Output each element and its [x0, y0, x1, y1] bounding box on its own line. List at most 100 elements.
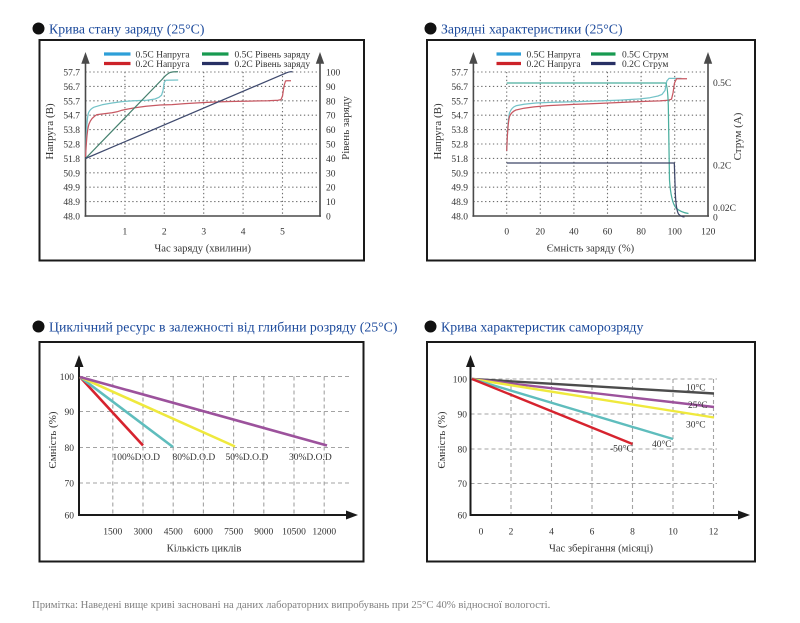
svg-text:Ємність (%): Ємність (%)	[47, 411, 59, 468]
svg-text:80%D.O.D: 80%D.O.D	[173, 453, 216, 463]
svg-text:54.7: 54.7	[63, 112, 80, 122]
svg-text:3000: 3000	[134, 528, 153, 538]
svg-text:53.8: 53.8	[451, 126, 468, 136]
svg-text:6000: 6000	[194, 528, 213, 538]
svg-text:30: 30	[326, 169, 336, 179]
svg-text:40°C: 40°C	[652, 439, 672, 450]
svg-text:8: 8	[630, 528, 635, 538]
svg-text:1: 1	[123, 228, 128, 238]
svg-text:Напруга (В): Напруга (В)	[44, 103, 56, 160]
svg-text:100%D.O.D: 100%D.O.D	[113, 453, 161, 463]
svg-text:30%D.O.D: 30%D.O.D	[289, 453, 332, 463]
svg-text:56.7: 56.7	[451, 83, 468, 93]
svg-text:Час зберігання (місяці): Час зберігання (місяці)	[549, 544, 654, 555]
svg-text:120: 120	[701, 228, 716, 238]
svg-text:49.9: 49.9	[63, 184, 80, 194]
svg-text:48.9: 48.9	[63, 198, 80, 208]
svg-text:54.7: 54.7	[451, 112, 468, 122]
svg-text:10: 10	[326, 198, 336, 208]
svg-text:9000: 9000	[254, 528, 273, 538]
svg-text:3: 3	[201, 228, 206, 238]
svg-text:70: 70	[458, 480, 468, 490]
svg-text:0.5C Напруга: 0.5C Напруга	[527, 51, 582, 61]
svg-text:100: 100	[326, 69, 341, 79]
svg-text:60: 60	[603, 228, 613, 238]
svg-text:40: 40	[569, 228, 579, 238]
svg-text:Крива стану заряду (25°C): Крива стану заряду (25°C)	[49, 22, 204, 38]
svg-text:10: 10	[668, 528, 678, 538]
svg-text:50.9: 50.9	[63, 169, 80, 179]
svg-text:51.8: 51.8	[63, 155, 80, 165]
svg-text:7500: 7500	[224, 528, 243, 538]
svg-text:60: 60	[458, 512, 468, 522]
svg-text:1500: 1500	[103, 528, 122, 538]
svg-text:52.8: 52.8	[63, 141, 80, 151]
svg-text:12000: 12000	[312, 528, 336, 538]
svg-text:90: 90	[458, 411, 468, 421]
svg-text:0.2C Рівень заряду: 0.2C Рівень заряду	[235, 60, 311, 70]
svg-text:55.7: 55.7	[63, 97, 80, 107]
svg-text:70: 70	[65, 480, 75, 490]
svg-text:5: 5	[280, 228, 285, 238]
svg-text:Зарядні характеристики (25°C): Зарядні характеристики (25°C)	[441, 22, 623, 38]
svg-text:Струм (А): Струм (А)	[732, 112, 744, 160]
svg-text:50.9: 50.9	[451, 169, 468, 179]
svg-text:56.7: 56.7	[63, 83, 80, 93]
svg-text:0.5C Струм: 0.5C Струм	[622, 51, 668, 61]
svg-text:Ємність (%): Ємність (%)	[436, 411, 448, 468]
svg-text:10°C: 10°C	[686, 383, 706, 394]
svg-text:70: 70	[326, 112, 336, 122]
svg-text:0.5C Рівень заряду: 0.5C Рівень заряду	[235, 51, 311, 61]
svg-text:Рівень заряду: Рівень заряду	[340, 96, 352, 160]
svg-text:25°C: 25°C	[688, 400, 708, 411]
svg-text:0: 0	[713, 214, 718, 224]
svg-text:100: 100	[668, 228, 683, 238]
svg-text:60: 60	[65, 512, 75, 522]
svg-text:Кількість циклів: Кількість циклів	[167, 544, 242, 555]
svg-text:Час заряду (хвилини): Час заряду (хвилини)	[154, 244, 251, 255]
svg-text:0.02C: 0.02C	[713, 204, 736, 214]
svg-text:100: 100	[453, 376, 468, 386]
svg-text:0.2C Напруга: 0.2C Напруга	[527, 60, 582, 70]
svg-text:4: 4	[549, 528, 554, 538]
svg-text:90: 90	[326, 83, 336, 93]
svg-text:80: 80	[458, 446, 468, 456]
svg-text:Циклічний ресурс в залежності: Циклічний ресурс в залежності від глибин…	[49, 320, 397, 336]
svg-text:0.2C Напруга: 0.2C Напруга	[136, 60, 191, 70]
svg-text:0: 0	[504, 228, 509, 238]
svg-text:30°C: 30°C	[686, 420, 706, 431]
svg-text:20: 20	[536, 228, 546, 238]
svg-text:20: 20	[326, 184, 336, 194]
svg-text:0: 0	[479, 528, 484, 538]
svg-text:4: 4	[241, 228, 246, 238]
svg-text:80: 80	[636, 228, 646, 238]
svg-text:52.8: 52.8	[451, 141, 468, 151]
svg-text:-50°C: -50°C	[610, 444, 633, 455]
svg-text:40: 40	[326, 155, 336, 165]
svg-text:0.5C: 0.5C	[713, 79, 731, 89]
svg-text:10500: 10500	[282, 528, 306, 538]
svg-text:60: 60	[326, 126, 336, 136]
svg-text:Крива характеристик саморозряд: Крива характеристик саморозряду	[441, 320, 643, 335]
svg-text:0.5C Напруга: 0.5C Напруга	[136, 51, 191, 61]
svg-text:4500: 4500	[164, 528, 183, 538]
svg-text:50: 50	[326, 141, 336, 151]
svg-text:0.2C Струм: 0.2C Струм	[622, 60, 668, 70]
svg-text:Напруга (В): Напруга (В)	[432, 103, 444, 160]
svg-text:2: 2	[162, 228, 167, 238]
svg-text:Примітка: Наведені вище криві: Примітка: Наведені вище криві засновані …	[32, 599, 550, 611]
svg-text:12: 12	[709, 528, 719, 538]
svg-text:2: 2	[509, 528, 514, 538]
svg-text:0.2C: 0.2C	[713, 162, 731, 172]
svg-text:0: 0	[326, 213, 331, 223]
svg-text:100: 100	[60, 373, 75, 383]
svg-text:49.9: 49.9	[451, 184, 468, 194]
svg-text:80: 80	[65, 444, 75, 454]
svg-text:48.9: 48.9	[451, 198, 468, 208]
svg-text:6: 6	[590, 528, 595, 538]
svg-text:57.7: 57.7	[63, 69, 80, 79]
svg-text:48.0: 48.0	[451, 213, 468, 223]
svg-text:80: 80	[326, 97, 336, 107]
svg-text:Ємність заряду (%): Ємність заряду (%)	[547, 244, 635, 255]
svg-text:57.7: 57.7	[451, 69, 468, 79]
